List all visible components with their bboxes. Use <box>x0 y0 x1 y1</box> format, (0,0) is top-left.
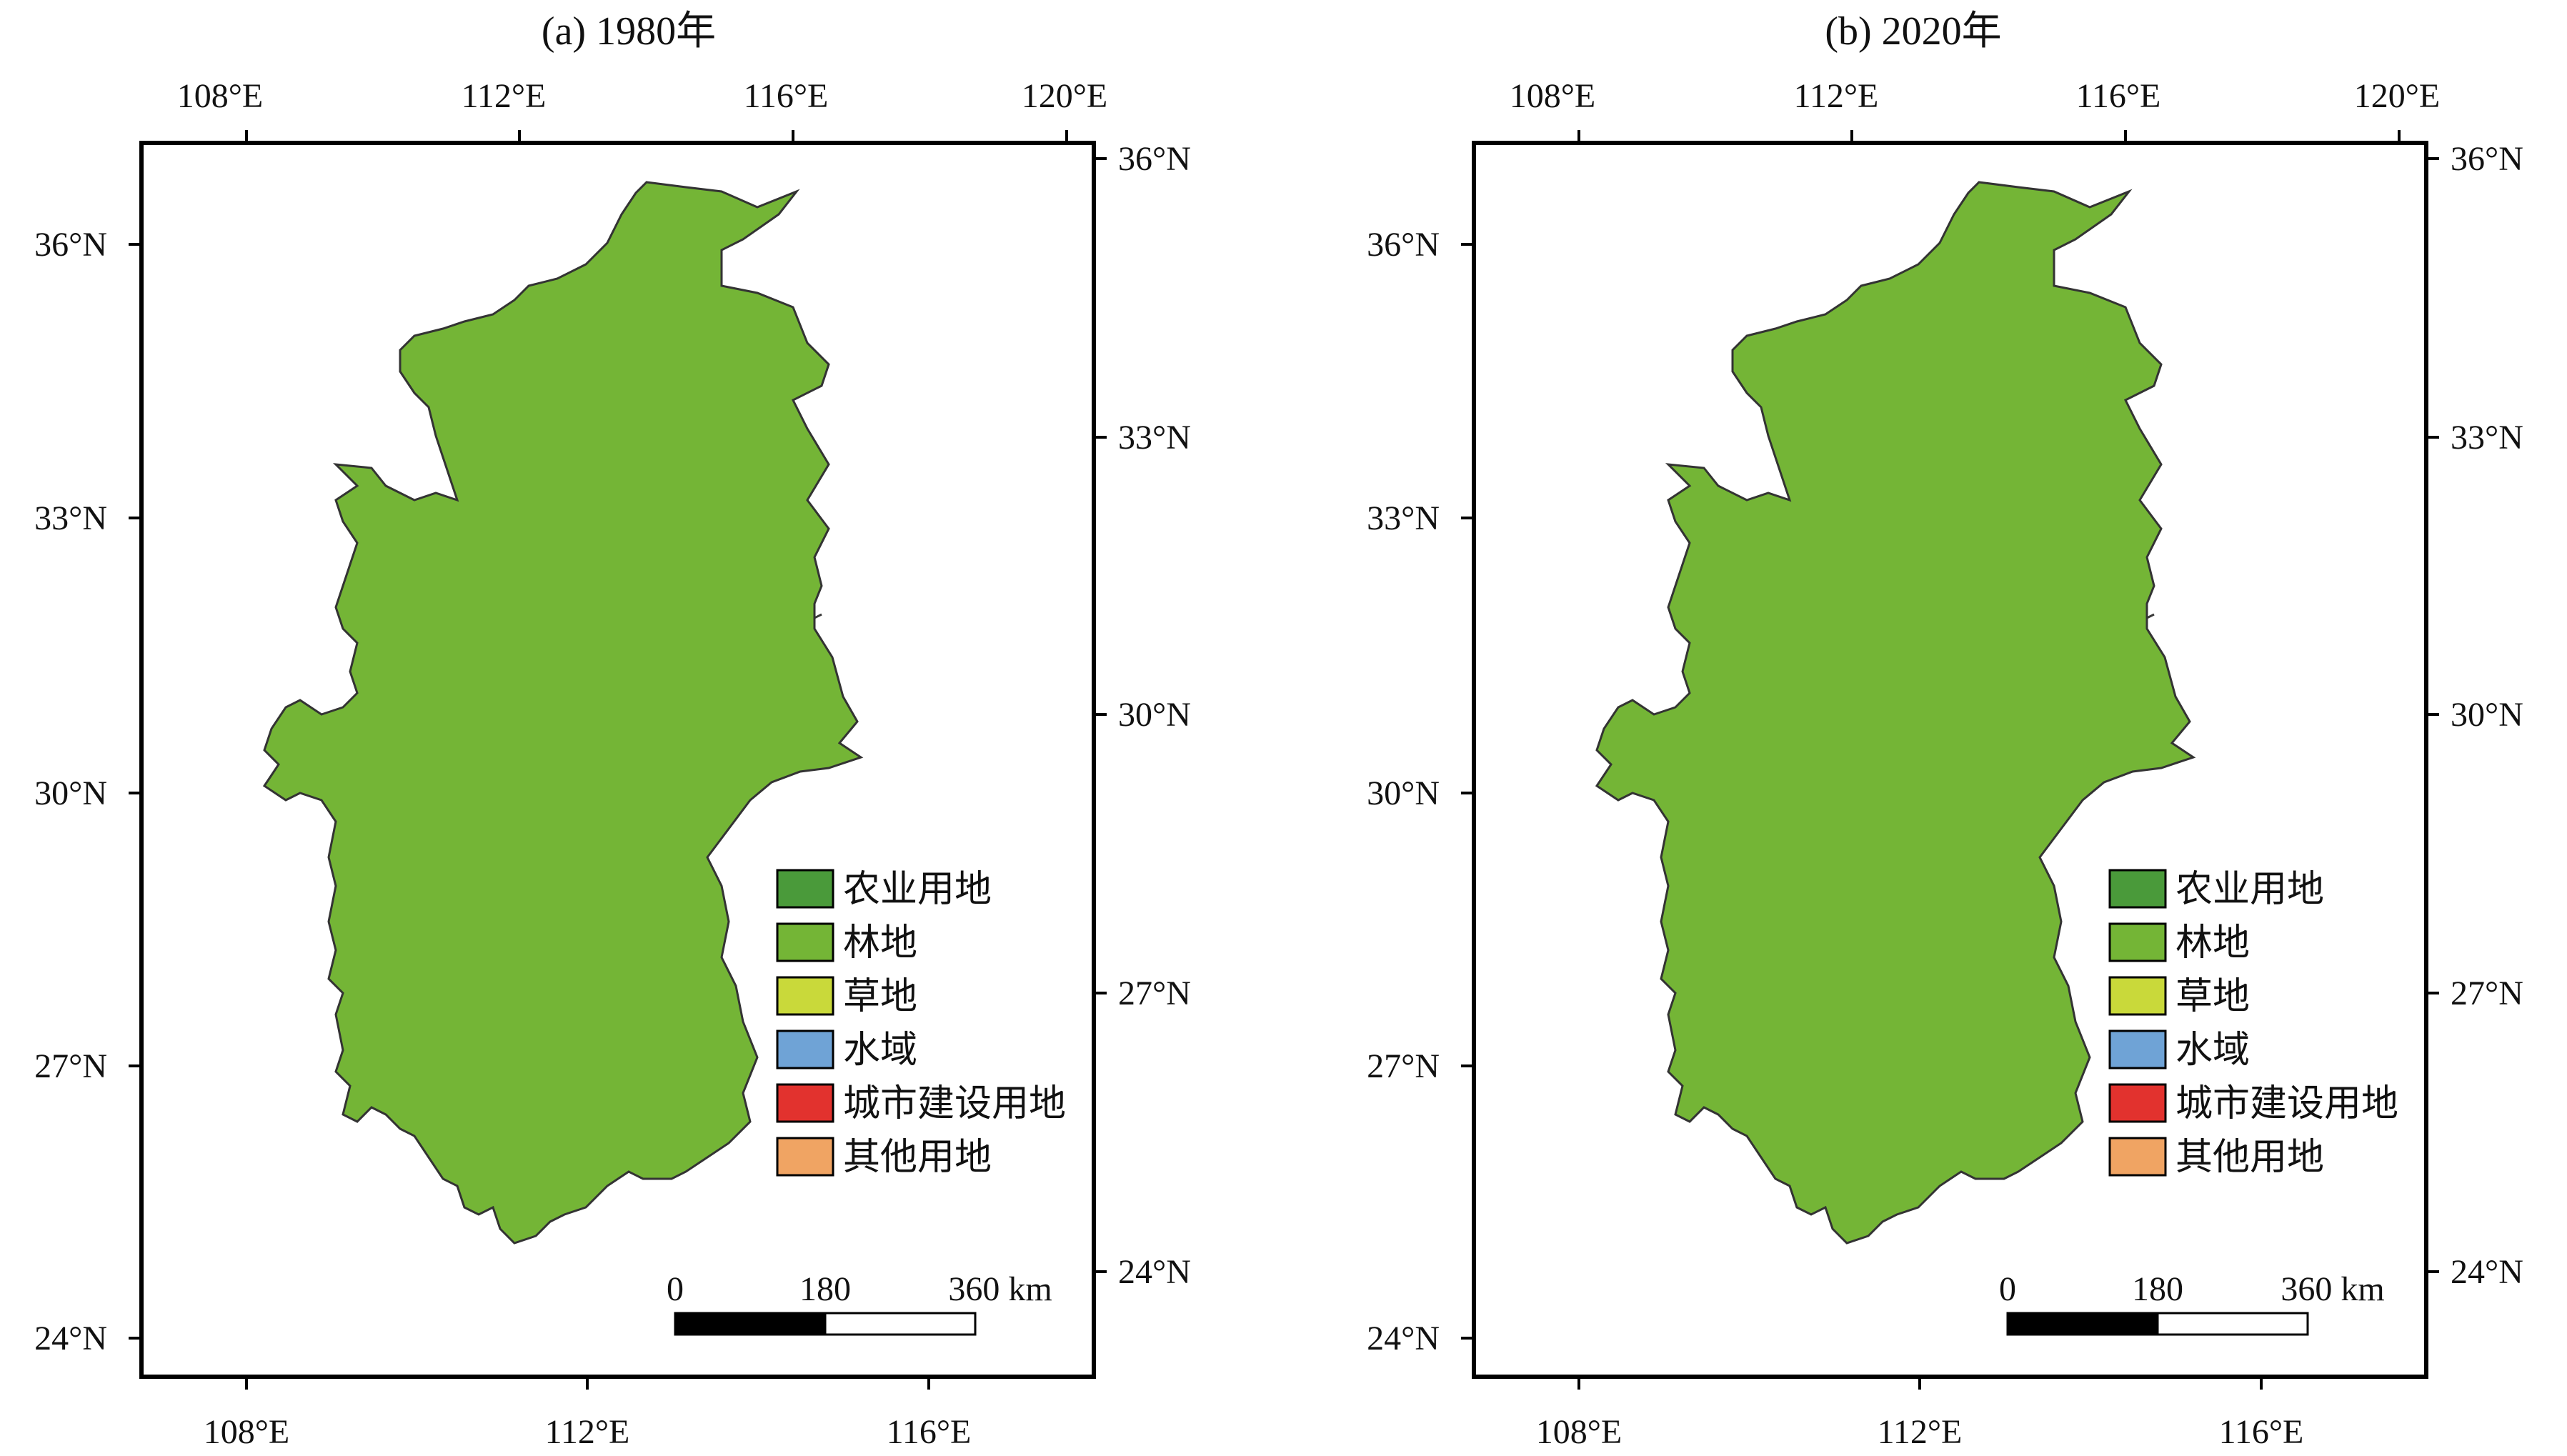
legend-label: 水域 <box>2175 1030 2250 1071</box>
right-tick-label: 33°N <box>1118 419 1191 457</box>
legend-swatch <box>2108 1029 2167 1069</box>
top-tick-label: 112°E <box>1794 77 1879 115</box>
bottom-tick-label: 108°E <box>1536 1413 1623 1451</box>
scale-label: 360 km <box>948 1270 1052 1308</box>
top-tick-label: 120°E <box>2354 77 2441 115</box>
scale-label: 180 <box>2132 1270 2183 1308</box>
right-tick-label: 30°N <box>2451 696 2523 734</box>
scale-bar-white <box>2156 1312 2309 1336</box>
legend-swatch <box>2108 1083 2167 1123</box>
right-tick-label: 24°N <box>2451 1253 2523 1291</box>
panel-title: (b) 2020年 <box>1825 9 2001 54</box>
left-tick-label: 36°N <box>34 226 107 264</box>
scale-label: 0 <box>667 1270 684 1308</box>
legend-swatch <box>2108 869 2167 909</box>
right-tick-label: 36°N <box>1118 140 1191 178</box>
bottom-tick-label: 108°E <box>204 1413 290 1451</box>
legend-swatch <box>776 1083 834 1123</box>
left-tick-label: 24°N <box>1367 1320 1440 1357</box>
left-tick-label: 27°N <box>34 1047 107 1085</box>
left-tick-label: 36°N <box>1367 226 1440 264</box>
right-tick-label: 24°N <box>1118 1253 1191 1291</box>
right-tick-label: 33°N <box>2451 419 2523 457</box>
left-tick-label: 30°N <box>34 774 107 812</box>
right-tick-label: 30°N <box>1118 696 1191 734</box>
legend-swatch <box>776 976 834 1016</box>
bottom-tick-label: 116°E <box>887 1413 972 1451</box>
legend-label: 林地 <box>843 923 917 964</box>
bottom-tick-label: 112°E <box>1878 1413 1963 1451</box>
scale-bar: 0 180 360 km <box>1999 1270 2385 1336</box>
bottom-tick-label: 112°E <box>545 1413 630 1451</box>
tick-labels: 108°E 112°E 116°E 120°E 108°E 112°E 116°… <box>1367 77 2523 1451</box>
map-panel-2020: (b) 2020年 <box>1367 9 2523 1451</box>
legend-label: 其他用地 <box>2175 1137 2324 1178</box>
legend-label: 其他用地 <box>843 1137 992 1178</box>
right-tick-label: 27°N <box>1118 974 1191 1012</box>
top-tick-label: 108°E <box>177 77 264 115</box>
scale-label: 0 <box>1999 1270 2016 1308</box>
legend-label: 城市建设用地 <box>2175 1084 2398 1125</box>
left-tick-label: 33°N <box>34 499 107 537</box>
scale-label: 180 <box>799 1270 851 1308</box>
legend: 农业用地 林地 草地 水域 城市建设用地 其他用地 <box>2108 869 2398 1178</box>
left-tick-label: 27°N <box>1367 1047 1440 1085</box>
top-tick-label: 112°E <box>462 77 547 115</box>
panel-title: (a) 1980年 <box>542 9 716 54</box>
axis-ticks <box>1461 130 2439 1390</box>
top-tick-label: 116°E <box>2076 77 2161 115</box>
scale-bar-black <box>674 1312 827 1336</box>
scale-label: 360 km <box>2281 1270 2384 1308</box>
left-tick-label: 24°N <box>34 1320 107 1357</box>
legend-label: 草地 <box>2175 977 2250 1017</box>
left-tick-label: 30°N <box>1367 774 1440 812</box>
top-tick-label: 116°E <box>744 77 829 115</box>
legend-label: 城市建设用地 <box>843 1084 1066 1125</box>
legend-label: 农业用地 <box>843 869 992 910</box>
map-panel-1980: (a) 1980年 <box>34 9 1191 1451</box>
right-tick-label: 36°N <box>2451 140 2523 178</box>
legend-swatch <box>2108 976 2167 1016</box>
bottom-tick-label: 116°E <box>2219 1413 2304 1451</box>
legend-swatch <box>776 1137 834 1177</box>
legend-swatch <box>776 1029 834 1069</box>
legend-swatch <box>776 869 834 909</box>
axis-ticks <box>129 130 1107 1390</box>
legend-label: 水域 <box>843 1030 917 1071</box>
scale-bar-black <box>2006 1312 2159 1336</box>
right-tick-label: 27°N <box>2451 974 2523 1012</box>
legend-swatch <box>2108 922 2167 962</box>
legend-label: 草地 <box>843 977 917 1017</box>
tick-labels: 108°E 112°E 116°E 120°E 108°E 112°E 116°… <box>34 77 1191 1451</box>
legend-swatch <box>2108 1137 2167 1177</box>
left-tick-label: 33°N <box>1367 499 1440 537</box>
legend-label: 林地 <box>2175 923 2250 964</box>
legend-swatch <box>776 922 834 962</box>
scale-bar: 0 180 360 km <box>667 1270 1052 1336</box>
top-tick-label: 108°E <box>1510 77 1596 115</box>
legend-label: 农业用地 <box>2175 869 2324 910</box>
legend: 农业用地 林地 草地 水域 城市建设用地 其他用地 <box>776 869 1066 1178</box>
scale-bar-white <box>824 1312 977 1336</box>
top-tick-label: 120°E <box>1022 77 1108 115</box>
